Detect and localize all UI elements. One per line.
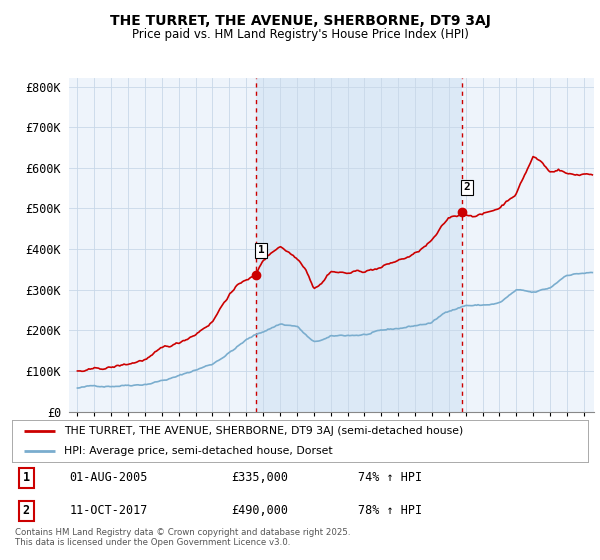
Text: Price paid vs. HM Land Registry's House Price Index (HPI): Price paid vs. HM Land Registry's House … <box>131 28 469 41</box>
Text: 11-OCT-2017: 11-OCT-2017 <box>70 504 148 517</box>
Text: THE TURRET, THE AVENUE, SHERBORNE, DT9 3AJ (semi-detached house): THE TURRET, THE AVENUE, SHERBORNE, DT9 3… <box>64 426 463 436</box>
Text: 2: 2 <box>23 504 30 517</box>
Text: Contains HM Land Registry data © Crown copyright and database right 2025.
This d: Contains HM Land Registry data © Crown c… <box>15 528 350 547</box>
Text: 2: 2 <box>464 183 470 192</box>
Text: HPI: Average price, semi-detached house, Dorset: HPI: Average price, semi-detached house,… <box>64 446 332 456</box>
Text: £490,000: £490,000 <box>231 504 288 517</box>
Text: THE TURRET, THE AVENUE, SHERBORNE, DT9 3AJ: THE TURRET, THE AVENUE, SHERBORNE, DT9 3… <box>110 14 490 28</box>
Text: 1: 1 <box>258 245 265 255</box>
Text: 01-AUG-2005: 01-AUG-2005 <box>70 471 148 484</box>
Text: £335,000: £335,000 <box>231 471 288 484</box>
Text: 1: 1 <box>23 471 30 484</box>
Text: 78% ↑ HPI: 78% ↑ HPI <box>358 504 422 517</box>
Bar <box>256 78 462 412</box>
Text: 74% ↑ HPI: 74% ↑ HPI <box>358 471 422 484</box>
